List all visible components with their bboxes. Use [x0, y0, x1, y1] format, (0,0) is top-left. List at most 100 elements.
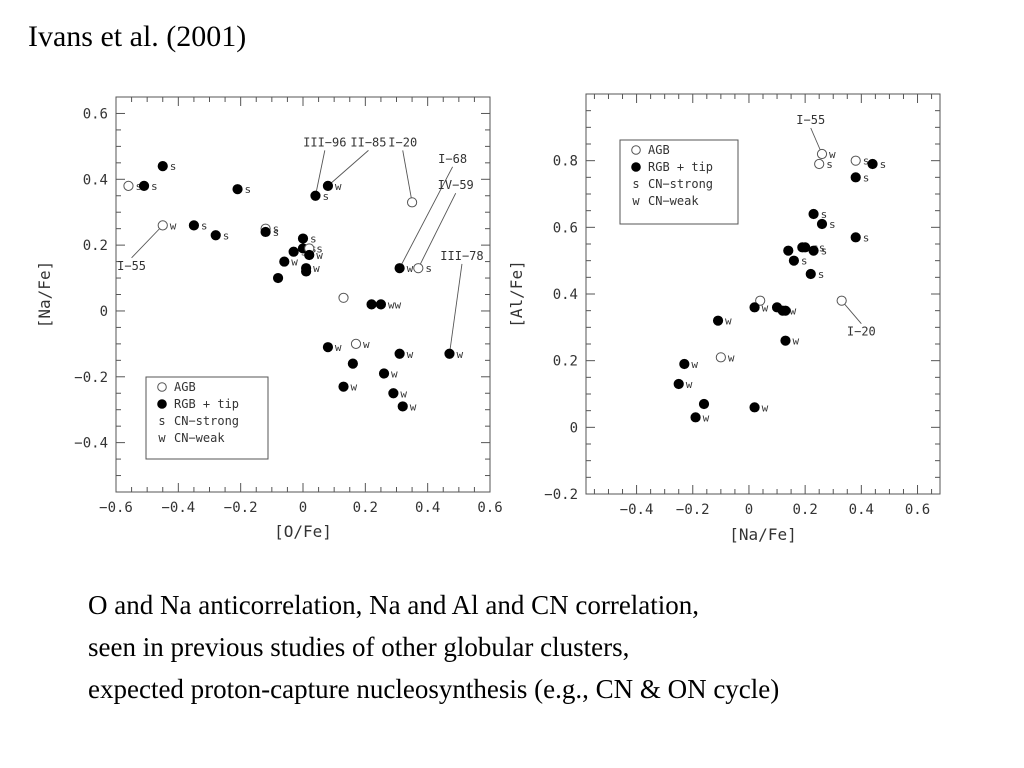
rgb-tip-point [850, 232, 861, 243]
cn-tag-label: s [223, 229, 230, 242]
cn-tag-label: s [863, 155, 870, 168]
cn-tag-label: w [456, 348, 463, 361]
cn-tag-label: s [316, 242, 323, 255]
annotation-label: I−20 [388, 135, 417, 149]
cn-tag-label: s [863, 171, 870, 184]
agb-point [338, 292, 349, 303]
x-tick-label: −0.2 [224, 500, 258, 516]
cn-tag-label: s [829, 218, 836, 231]
cn-tag-label: w [400, 387, 407, 400]
x-tick-label: 0 [299, 500, 307, 516]
rgb-tip-point [816, 218, 828, 230]
annotation-leader [399, 166, 453, 269]
cn-tag-label: s [863, 231, 870, 244]
agb-point [836, 295, 847, 306]
y-tick-label: 0.8 [553, 154, 578, 170]
rgb-tip-point [679, 358, 690, 370]
cn-tag-label: w [728, 351, 735, 364]
legend-entry-label: RGB + tip [648, 160, 713, 174]
rgb-tip-point [232, 184, 243, 195]
cn-tag-label: w [363, 338, 370, 351]
legend-box [619, 139, 739, 225]
cn-tag-label: w [762, 401, 769, 414]
rgb-tip-point [210, 230, 221, 241]
rgb-tip-point [712, 315, 724, 326]
y-tick-label: 0.4 [553, 287, 578, 303]
rgb-tip-point [808, 245, 819, 256]
annotation-leader [402, 150, 413, 203]
rgb-tip-point [188, 220, 200, 231]
annotation-label: I−55 [117, 259, 146, 273]
x-tick-label: 0 [745, 502, 753, 518]
rgb-tip-point [690, 412, 701, 423]
x-tick-label: −0.4 [620, 502, 654, 518]
legend-filled-marker [631, 162, 641, 172]
x-tick-label: 0.4 [849, 502, 874, 518]
cn-tag-label: w [691, 358, 698, 371]
cn-tag-label: s [310, 233, 317, 246]
legend: AGB RGB + tip s CN−strong w CN−weak [619, 139, 739, 225]
annotation-label: IV−59 [438, 178, 474, 192]
legend-letter-marker: w [158, 431, 166, 445]
cn-tag-label: s [818, 268, 825, 281]
y-tick-label: 0.2 [553, 354, 578, 370]
chart-1: −0.6 −0.4 −0.2 0 0.2 0.4 0.6 −0.4 −0.2 0 0.2 0.4 0.6… [35, 96, 503, 541]
rgb-tip-point [322, 180, 334, 191]
cn-tag-label: s [245, 183, 252, 196]
cn-tag-label: s [801, 255, 808, 268]
cn-tag-label: w [686, 378, 693, 391]
cn-tag-label: s [201, 219, 208, 232]
y-tick-label: −0.2 [74, 370, 108, 386]
rgb-tip-point [347, 358, 358, 369]
y-tick-label: 0.4 [83, 172, 108, 188]
y-tick-label: 0.6 [553, 220, 578, 236]
rgb-tip-point [260, 226, 271, 238]
rgb-tip-point [749, 402, 760, 413]
legend-letter-marker: w [632, 194, 640, 208]
cn-tag-label: w [391, 368, 398, 381]
rgb-tip-point [397, 401, 408, 412]
rgb-tip-point [272, 272, 284, 284]
y-tick-label: 0 [100, 304, 108, 320]
rgb-tip-point [808, 208, 819, 220]
legend-entry-label: AGB [174, 380, 196, 394]
x-tick-label: 0.6 [905, 502, 930, 518]
rgb-tip-point [288, 246, 299, 257]
x-tick-label: 0.2 [353, 500, 378, 516]
rgb-tip-point [378, 368, 390, 379]
rgb-tip-point [279, 256, 290, 267]
rgb-tip-point [388, 388, 399, 399]
rgb-tip-point [788, 255, 800, 266]
legend-entry-label: CN−strong [648, 177, 713, 191]
x-tick-label: −0.2 [676, 502, 710, 518]
annotation-label: I−20 [847, 325, 876, 339]
y-axis-label: [Na/Fe] [35, 261, 54, 328]
y-tick-label: 0.2 [83, 238, 108, 254]
caption-line-3: expected proton-capture nucleosynthesis … [88, 674, 780, 704]
cn-tag-label: w [291, 256, 298, 269]
rgb-tip-point [338, 381, 349, 392]
rgb-tip-point [783, 245, 794, 256]
annotation-label: I−55 [796, 113, 825, 127]
cn-tag-label: w [410, 400, 417, 413]
legend-letter-marker: s [632, 177, 639, 191]
annotation-label: III−96 [303, 135, 346, 149]
cn-tag-label: w [703, 411, 710, 424]
annotation-label: I−68 [438, 152, 467, 166]
cn-tag-label: w [407, 262, 414, 275]
rgb-tip-point [304, 249, 315, 261]
rgb-tip-point [780, 305, 791, 316]
agb-point [406, 197, 418, 208]
cn-tag-label: w [790, 305, 797, 318]
y-tick-label: 0 [570, 420, 578, 436]
slide-title: Ivans et al. (2001) [28, 20, 247, 53]
x-axis-label: [Na/Fe] [729, 525, 796, 544]
cn-tag-label: s [273, 223, 280, 236]
rgb-tip-point [301, 266, 312, 277]
annotation-leader [327, 150, 369, 187]
legend-filled-marker [157, 399, 167, 409]
x-tick-label: 0.4 [415, 500, 440, 516]
x-tick-label: −0.6 [99, 500, 133, 516]
rgb-tip-point [375, 299, 387, 310]
legend-letter-marker: s [158, 414, 165, 428]
